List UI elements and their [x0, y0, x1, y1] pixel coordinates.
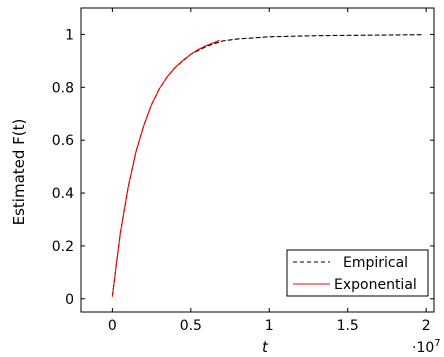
y-tick-label: 1	[65, 27, 74, 43]
y-axis-label: Estimated F(t)	[10, 119, 28, 226]
y-tick-label: 0.4	[52, 186, 74, 202]
legend-label-exponential: Exponential	[334, 277, 417, 293]
x-axis-multiplier-base: ·10	[412, 340, 434, 356]
y-tick-label: 0.6	[52, 133, 74, 149]
axis-ticks: 0 0.5 1 1.5 2 0 0.2 0.4 0.6 0.8 1	[52, 8, 434, 334]
plot-frame	[80, 7, 435, 313]
x-tick-label: 0.5	[180, 318, 202, 334]
series-line-exponential	[111, 39, 220, 297]
legend-box	[286, 249, 429, 297]
legend-label-empirical: Empirical	[343, 255, 408, 271]
y-tick-label: 0.2	[52, 239, 74, 255]
x-tick-label: 2	[422, 318, 431, 334]
x-tick-label: 1.5	[337, 318, 359, 334]
x-tick-label: 0	[108, 318, 117, 334]
x-axis-label: t	[262, 338, 269, 356]
x-tick-label: 1	[265, 318, 274, 334]
legend: Empirical Exponential	[286, 249, 429, 297]
x-axis-multiplier-exponent: 7	[434, 338, 440, 349]
x-axis-multiplier: ·107	[412, 338, 441, 356]
y-tick-label: 0	[65, 292, 74, 308]
y-tick-label: 0.8	[52, 80, 74, 96]
series-group	[111, 34, 422, 297]
